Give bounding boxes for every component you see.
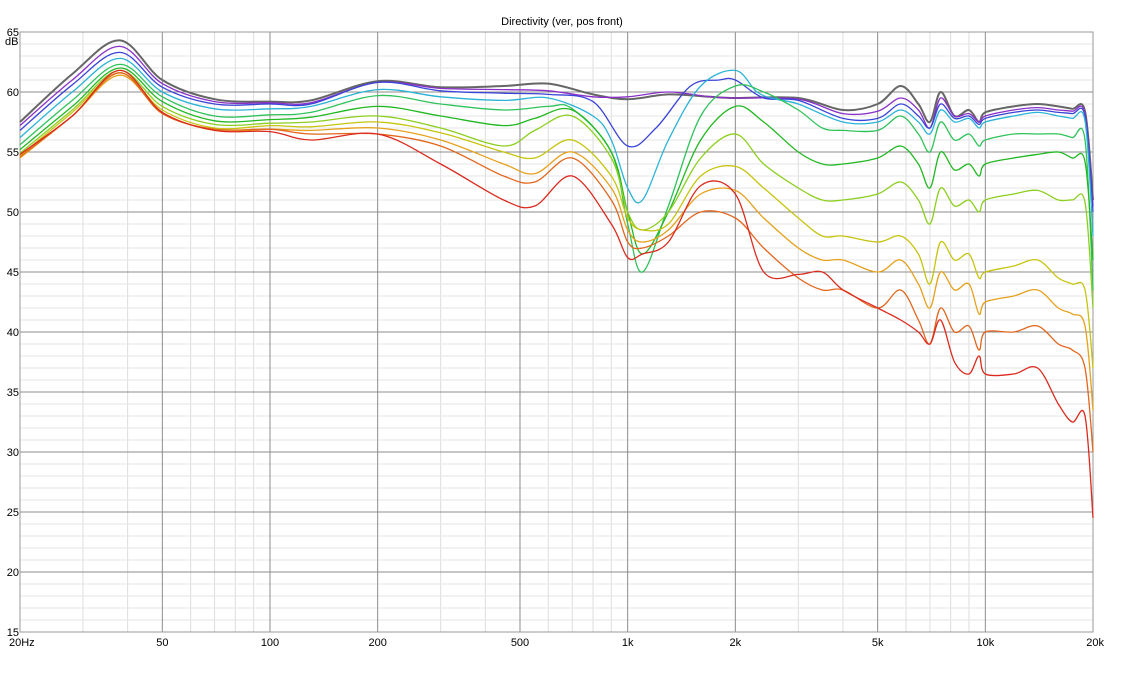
y-tick-labels: 65 60 55 50 45 40 35 30 25 20 15 xyxy=(7,27,19,639)
y-tick-label: 50 xyxy=(7,207,19,219)
y-tick-label: 15 xyxy=(7,627,19,639)
x-tick-labels: 20Hz 50 100 200 500 1k 2k 5k 10k 20k xyxy=(9,637,1104,649)
y-tick-label: 45 xyxy=(7,267,19,279)
x-tick-label: 500 xyxy=(511,637,529,649)
chart-title: Directivity (ver, pos front) xyxy=(501,16,623,28)
x-tick-label: 1k xyxy=(622,637,634,649)
series-line-3 xyxy=(19,51,1094,213)
series-line-9 xyxy=(19,74,1094,411)
series-line-11 xyxy=(19,69,1094,519)
series-line-1 xyxy=(19,39,1094,201)
y-tick-label: 25 xyxy=(7,507,19,519)
series-line-7 xyxy=(19,69,1094,309)
y-axis-unit-label: dB xyxy=(5,36,18,48)
y-tick-label: 55 xyxy=(7,147,19,159)
x-tick-label: 20Hz xyxy=(9,637,35,649)
y-tick-label: 65 xyxy=(7,27,19,39)
x-tick-label: 200 xyxy=(368,637,386,649)
x-tick-label: 20k xyxy=(1086,637,1104,649)
x-tick-label: 50 xyxy=(156,637,168,649)
x-tick-label: 100 xyxy=(261,637,279,649)
series-line-10 xyxy=(19,72,1094,453)
plot-frame xyxy=(19,31,1094,633)
x-tick-label: 2k xyxy=(730,637,742,649)
y-tick-label: 60 xyxy=(7,87,19,99)
series-line-4 xyxy=(19,57,1094,237)
series-line-5 xyxy=(19,63,1094,291)
series-line-2 xyxy=(19,45,1094,207)
x-tick-label: 5k xyxy=(872,637,884,649)
y-tick-label: 40 xyxy=(7,327,19,339)
y-tick-label: 35 xyxy=(7,387,19,399)
series-layer xyxy=(19,39,1094,519)
series-line-8 xyxy=(19,72,1094,369)
y-tick-label: 30 xyxy=(7,447,19,459)
x-tick-label: 10k xyxy=(976,637,994,649)
y-tick-label: 20 xyxy=(7,567,19,579)
series-line-6 xyxy=(19,67,1094,261)
